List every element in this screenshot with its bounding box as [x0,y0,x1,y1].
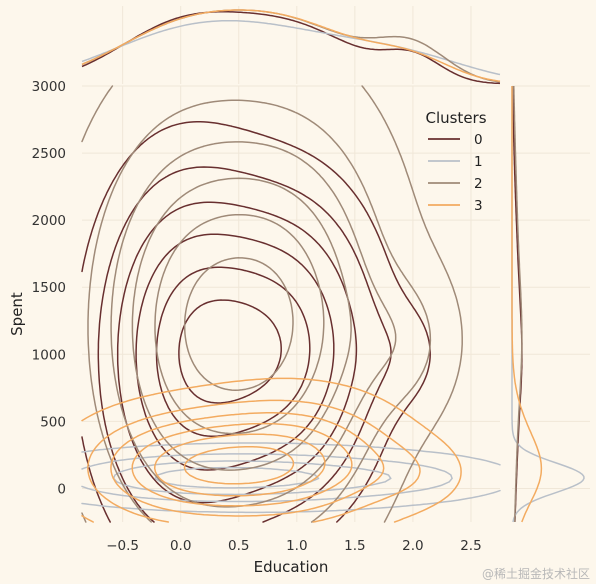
x-axis-ticks: −0.5 0.0 0.5 1.0 1.5 2.0 2.5 [106,538,481,554]
top-marginal-curves [81,9,501,85]
right-marginal-curve-cluster-2 [513,86,523,523]
top-marginal-curve-cluster-1 [81,19,501,76]
contour-cluster-2 [81,85,463,523]
kde-contours [81,85,501,523]
main-plot: −0.5 0.0 0.5 1.0 1.5 2.0 2.5 0 500 1000 1500 2000 2… [32,79,501,554]
contour-cluster-0 [81,121,431,523]
contour-cluster-3 [81,377,462,523]
contour-cluster-3 [183,445,295,485]
legend-entries: 0 1 2 3 [428,132,483,214]
x-tick-label: 1.5 [344,538,365,554]
y-tick-label: 500 [40,414,66,430]
contour-cluster-3 [131,422,353,507]
legend: Clusters 0 1 2 3 [425,109,486,214]
top-marginal [81,6,501,85]
legend-label-3: 3 [474,198,483,214]
legend-title: Clusters [425,109,486,127]
contour-cluster-0 [155,266,311,438]
legend-label-0: 0 [474,132,483,148]
legend-label-2: 2 [474,176,483,192]
y-tick-label: 0 [57,481,66,497]
top-marginal-curve-cluster-0 [81,11,501,85]
right-marginal-curve-cluster-3 [511,86,543,523]
x-tick-label: 0.0 [170,538,191,554]
right-marginal-grid [512,85,590,489]
watermark-text: @稀土掘金技术社区 [482,566,590,581]
y-tick-label: 1500 [32,280,66,296]
x-tick-label: 1.0 [286,538,307,554]
x-axis-label: Education [254,558,329,576]
x-tick-label: 2.0 [402,538,423,554]
contour-cluster-0 [178,299,282,404]
y-tick-label: 1000 [32,347,66,363]
right-marginal [511,85,590,523]
contour-cluster-1 [112,460,392,496]
legend-label-1: 1 [474,154,483,170]
contour-cluster-0 [97,166,392,523]
y-axis-label: Spent [8,292,26,336]
main-plot-grid [82,85,500,522]
contour-cluster-3 [110,412,385,517]
y-tick-label: 3000 [32,79,66,95]
x-tick-label: 0.5 [228,538,249,554]
x-tick-label: −0.5 [106,538,139,554]
top-marginal-curve-cluster-3 [81,9,501,83]
y-axis-ticks: 0 500 1000 1500 2000 2500 3000 [32,79,66,497]
y-tick-label: 2000 [32,213,66,229]
right-marginal-curves [511,86,585,523]
contour-cluster-2 [154,213,325,435]
x-tick-label: 2.5 [460,538,481,554]
contour-cluster-3 [87,399,421,523]
contour-cluster-3 [153,433,326,497]
contour-cluster-2 [183,257,294,391]
y-tick-label: 2500 [32,146,66,162]
contour-cluster-2 [131,177,352,471]
